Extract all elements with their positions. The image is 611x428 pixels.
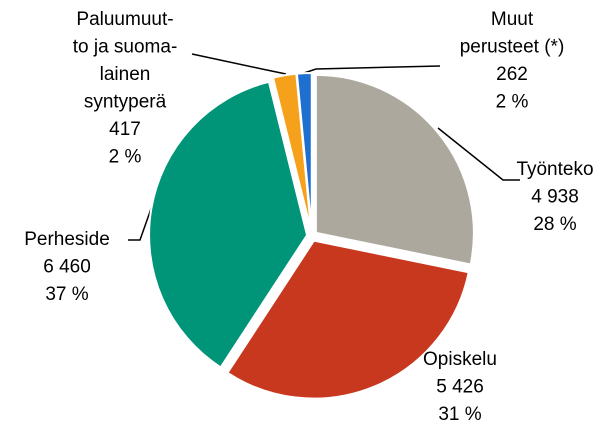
slice-label: perusteet (*) [460,37,565,58]
value-label: 6 460 [43,257,91,278]
slice-label: Työnteko [516,159,593,180]
leader-line [437,127,520,181]
percentage-label: 31 % [438,404,481,425]
percentage-label: 37 % [45,284,88,305]
leader-line [191,53,287,75]
pie-slice [148,80,309,369]
slice-label: Paluumuut- [76,9,173,30]
leader-line [128,205,153,241]
value-label: 4 938 [531,187,579,208]
slice-label: to ja suoma- [73,37,178,58]
percentage-label: 2 % [496,92,529,113]
slice-label: lainen [100,64,151,85]
value-label: 262 [496,64,528,85]
value-label: 417 [109,119,141,140]
pie-slice [314,73,475,266]
percentage-label: 2 % [109,147,142,168]
pie-slice [226,239,470,400]
leader-line [303,65,441,74]
percentage-label: 28 % [533,214,576,235]
slice-label: Opiskelu [423,349,497,370]
slice-label: syntyperä [84,92,167,113]
pie-slice [295,72,313,232]
value-label: 5 426 [436,377,484,398]
slice-label: Perheside [24,229,110,250]
slice-label: Muut [491,9,534,30]
